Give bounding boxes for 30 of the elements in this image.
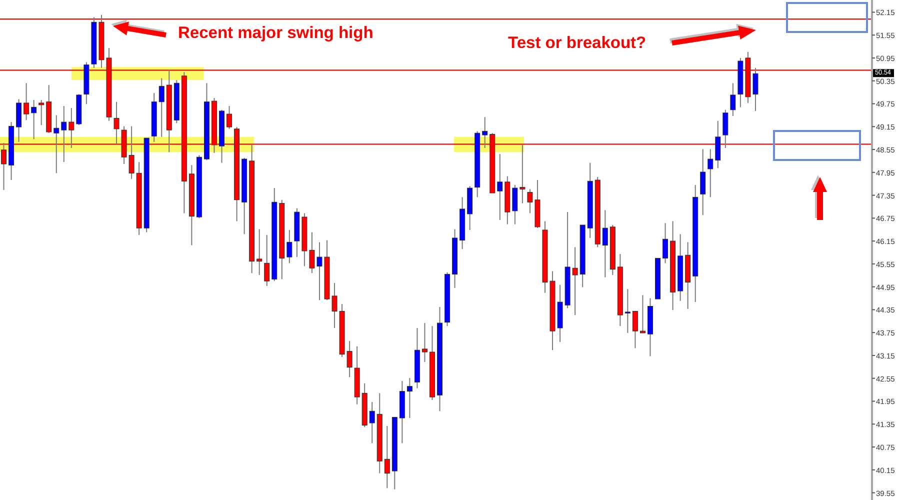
candlestick <box>602 210 608 278</box>
candlestick <box>640 294 646 334</box>
candlestick <box>632 310 638 349</box>
candlestick <box>38 99 44 126</box>
candlestick <box>226 106 232 130</box>
candlestick <box>384 426 390 489</box>
candlestick <box>24 82 30 121</box>
candlestick <box>158 78 164 138</box>
candlestick <box>264 234 270 287</box>
candlestick <box>730 82 736 116</box>
candlestick <box>700 148 706 216</box>
candlestick <box>406 377 412 418</box>
candlestick <box>422 322 428 362</box>
candlestick <box>715 120 721 169</box>
candlestick <box>497 154 503 221</box>
candlestick <box>624 288 630 334</box>
annotation: Test or breakout? <box>508 34 646 52</box>
candlestick <box>54 114 60 174</box>
candlestick <box>286 229 292 264</box>
candlestick <box>31 99 37 140</box>
candlestick <box>722 109 728 148</box>
candlestick <box>61 106 67 163</box>
candlestick <box>572 246 578 316</box>
candlestick <box>708 148 714 198</box>
annotation: Recent major swing high <box>178 24 374 42</box>
candlestick <box>512 184 518 225</box>
candlestick <box>369 401 375 444</box>
candlestick <box>482 116 488 148</box>
candlestick <box>256 228 262 276</box>
candlestick <box>662 222 668 264</box>
